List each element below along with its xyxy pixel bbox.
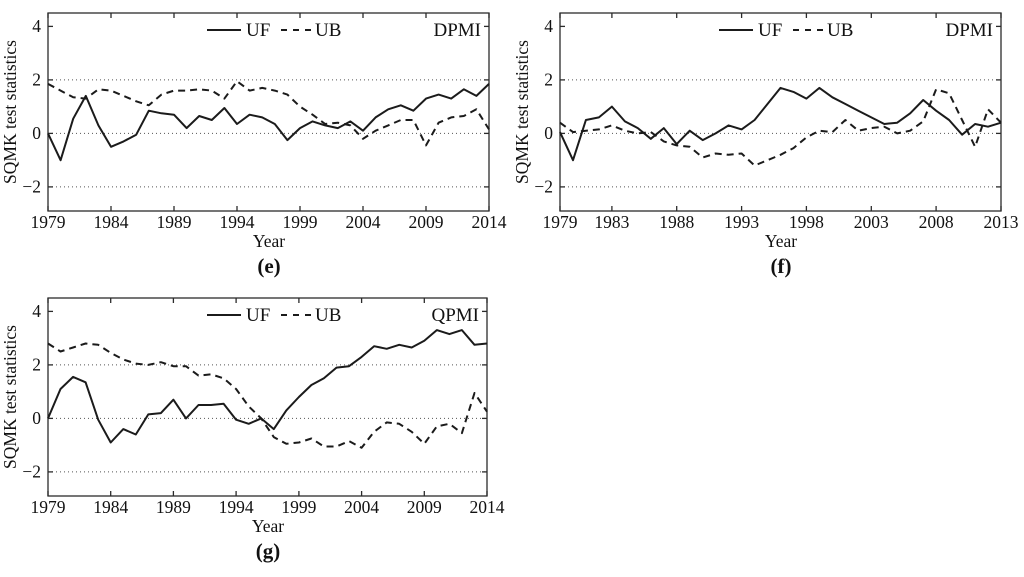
chart-panel-g-qpmi: 1979 1984 1989 1994 1999 2004 2009 2014 −2 0 2 4 UF U…: [0, 289, 512, 577]
x-tick-label: 2004: [344, 497, 379, 517]
panel-label: (g): [256, 539, 281, 563]
sqmk-chart-e: 1979 1984 1989 1994 1999 2004 2009 2014 −2 0 2 4 UF U…: [0, 12, 507, 278]
sqmk-chart-f: 1979 1983 1988 1993 1998 2003 2008 2013 −2 0 2 4 UF U…: [512, 12, 1019, 278]
uf-line: [47, 329, 488, 444]
x-tick-label: 1999: [283, 212, 318, 232]
x-axis-label: Year: [253, 231, 285, 251]
y-tick-label: −2: [22, 176, 41, 196]
legend-uf-label: UF: [246, 305, 270, 326]
ub-line: [47, 342, 488, 449]
y-tick-label: −2: [22, 461, 41, 481]
x-tick-label: 2003: [854, 212, 889, 232]
x-tick-label: 1989: [157, 212, 192, 232]
axes-box: [47, 12, 490, 212]
x-tick-label: 1994: [220, 212, 255, 232]
legend-uf-label: UF: [758, 20, 782, 41]
axes-box: [47, 297, 488, 497]
index-annotation: QPMI: [431, 305, 479, 326]
x-tick-label: 1993: [724, 212, 759, 232]
x-tick-label: 1979: [31, 497, 66, 517]
x-tick-label: 2009: [409, 212, 444, 232]
ub-line: [47, 80, 490, 147]
y-tick-label: −2: [534, 176, 553, 196]
x-tick-label: 1984: [94, 212, 129, 232]
chart-panel-f-dpmi: 1979 1983 1988 1993 1998 2003 2008 2013 −2 0 2 4 UF U…: [512, 0, 1024, 289]
legend-ub-label: UB: [315, 305, 341, 326]
x-axis-label: Year: [765, 231, 797, 251]
legend-ub-label: UB: [827, 20, 853, 41]
x-tick-label: 1994: [219, 497, 254, 517]
x-tick-label: 1989: [156, 497, 191, 517]
x-tick-label: 2004: [346, 212, 381, 232]
x-tick-label: 1979: [31, 212, 66, 232]
legend-ub-label: UB: [315, 20, 341, 41]
x-tick-label: 2008: [919, 212, 954, 232]
y-axis-label: SQMK test statistics: [0, 325, 20, 469]
y-tick-label: 0: [544, 123, 553, 143]
x-tick-label: 2013: [984, 212, 1019, 232]
index-annotation: DPMI: [945, 20, 993, 41]
chart-panel-e-dpmi: 1979 1984 1989 1994 1999 2004 2009 2014 −2 0 2 4 UF U…: [0, 0, 512, 289]
x-tick-label: 1983: [594, 212, 629, 232]
y-tick-label: 2: [544, 69, 553, 89]
x-axis-label: Year: [252, 516, 284, 536]
y-tick-label: 4: [32, 16, 41, 36]
y-tick-label: 2: [32, 354, 41, 374]
x-tick-label: 1984: [93, 497, 128, 517]
x-tick-label: 1988: [659, 212, 694, 232]
panel-label: (f): [771, 254, 792, 278]
x-tick-label: 2014: [472, 212, 507, 232]
x-tick-label: 1998: [789, 212, 824, 232]
panel-label: (e): [257, 254, 280, 278]
y-tick-label: 2: [32, 69, 41, 89]
uf-line: [47, 83, 490, 162]
y-tick-label: 0: [32, 408, 41, 428]
y-tick-label: 0: [32, 123, 41, 143]
ub-line: [559, 88, 1002, 167]
y-tick-label: 4: [544, 16, 553, 36]
index-annotation: DPMI: [433, 20, 481, 41]
y-tick-label: 4: [32, 301, 41, 321]
sqmk-chart-g: 1979 1984 1989 1994 1999 2004 2009 2014 −2 0 2 4 UF U…: [0, 297, 505, 563]
x-tick-label: 1999: [281, 497, 316, 517]
y-axis-label: SQMK test statistics: [0, 40, 20, 184]
x-tick-label: 2014: [470, 497, 505, 517]
x-tick-label: 2009: [407, 497, 442, 517]
y-axis-label: SQMK test statistics: [512, 40, 532, 184]
x-tick-label: 1979: [543, 212, 578, 232]
legend-uf-label: UF: [246, 20, 270, 41]
uf-line: [559, 86, 1002, 162]
axes-box: [559, 12, 1002, 212]
